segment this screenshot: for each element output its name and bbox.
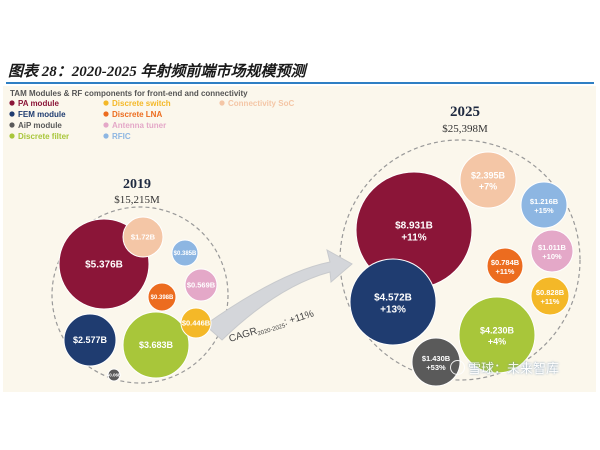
bubble-growth-2025-discrete-switch: +11%: [541, 297, 560, 306]
watermark-text: 雪球：未来智库: [468, 361, 560, 376]
bubble-label-2025-antenna-tuner: $1.011B: [538, 243, 567, 252]
bubble-growth-2025-connectivity-soc: +7%: [479, 181, 497, 191]
bubble-label-2025-discrete-switch: $0.828B: [536, 288, 565, 297]
bubble-growth-2025-discrete-lna: +11%: [496, 267, 515, 276]
bubble-label-2019-antenna-tuner: $0.569B: [187, 281, 216, 290]
legend-label-discrete-lna: Discrete LNA: [112, 110, 162, 119]
snowball-icon: [450, 360, 465, 375]
bubble-growth-2025-discrete-filter: +4%: [488, 336, 506, 346]
bubble-label-2025-rfic: $1.216B: [530, 197, 559, 206]
bubble-2025-rfic: [520, 181, 568, 229]
legend-swatch-discrete-lna: [103, 111, 109, 117]
chart-title: TAM Modules & RF components for front-en…: [10, 89, 248, 98]
bubble-2019-connectivity-soc: [122, 216, 164, 258]
growth-arrow: [204, 248, 353, 341]
bubble-growth-2025-pa-module: +11%: [401, 233, 426, 244]
bubble-growth-2025-aip-module: +53%: [426, 363, 446, 372]
legend-swatch-discrete-switch: [103, 100, 109, 106]
legend-label-rfic: RFIC: [112, 132, 131, 141]
legend-label-connectivity-soc: Connectivity SoC: [228, 99, 294, 108]
bubble-label-2025-fem-module: $4.572B: [374, 293, 412, 304]
bubble-label-2019-aip-module: $0.06B: [107, 373, 122, 378]
bubble-2025-fem-module: [349, 258, 437, 346]
bubble-label-2019-discrete-filter: $3.683B: [139, 340, 174, 350]
figure-title: 图表 28：2020-2025 年射频前端市场规模预测: [8, 64, 306, 80]
year-2019: 2019: [123, 177, 151, 192]
legend-label-pa-module: PA module: [18, 99, 59, 108]
watermark: 雪球：未来智库: [450, 358, 559, 377]
bubble-label-2025-discrete-lna: $0.784B: [491, 258, 520, 267]
legend-label-discrete-switch: Discrete switch: [112, 99, 171, 108]
bubble-growth-2025-rfic: +15%: [534, 206, 554, 215]
bubble-label-2025-connectivity-soc: $2.395B: [471, 171, 506, 181]
total-2025: $25,398M: [442, 123, 488, 135]
bubble-2019-antenna-tuner: [184, 268, 218, 302]
bubble-label-2025-discrete-filter: $4.230B: [480, 326, 515, 336]
legend-label-discrete-filter: Discrete filter: [18, 132, 69, 141]
bubble-label-2019-discrete-lna: $0.398B: [151, 295, 174, 301]
legend-swatch-discrete-filter: [9, 133, 15, 139]
legend-swatch-antenna-tuner: [103, 122, 109, 128]
total-2019: $15,215M: [114, 194, 160, 206]
bubble-2019-aip-module: [107, 368, 121, 382]
group-outline-2019: [51, 206, 229, 384]
bubble-label-2019-fem-module: $2.577B: [73, 335, 108, 345]
bubble-growth-2025-fem-module: +13%: [380, 305, 406, 316]
bubble-2025-discrete-switch: [530, 276, 570, 316]
bubble-2025-antenna-tuner: [530, 229, 574, 273]
bubble-2019-discrete-filter: [122, 311, 190, 379]
bubble-label-2019-connectivity-soc: $1.72B: [131, 233, 156, 242]
legend-swatch-pa-module: [9, 100, 15, 106]
bubble-label-2019-pa-module: $5.376B: [85, 260, 123, 271]
bubble-2019-rfic: [171, 239, 199, 267]
bubble-label-2025-pa-module: $8.931B: [395, 221, 433, 232]
bubble-label-2019-rfic: $0.385B: [174, 251, 197, 257]
bubble-growth-2025-antenna-tuner: +10%: [542, 252, 562, 261]
bubble-2019-discrete-switch: [180, 307, 212, 339]
bubble-2019-fem-module: [63, 313, 117, 367]
bubble-label-2019-discrete-switch: $0.446B: [182, 319, 211, 328]
bubble-2025-connectivity-soc: [459, 151, 517, 209]
bubble-2025-discrete-lna: [486, 247, 524, 285]
bubble-2025-discrete-filter: [458, 296, 536, 374]
legend: PA module FEM module AiP module Discrete fi…: [9, 99, 294, 141]
legend-label-aip-module: AiP module: [18, 121, 62, 130]
bubble-2019-discrete-lna: [147, 282, 177, 312]
bubbles-2019: $5.376B $3.683B $2.577B $1.72B $0.569B $0.446…: [58, 216, 218, 382]
year-2025: 2025: [450, 104, 480, 120]
legend-swatch-fem-module: [9, 111, 15, 117]
bubble-label-2025-aip-module: $1.430B: [422, 354, 451, 363]
legend-swatch-rfic: [103, 133, 109, 139]
legend-swatch-connectivity-soc: [219, 100, 225, 106]
legend-label-antenna-tuner: Antenna tuner: [112, 121, 166, 130]
legend-swatch-aip-module: [9, 122, 15, 128]
group-outline-2025: [339, 139, 581, 381]
title-rule: [6, 82, 594, 84]
bubbles-2025: $8.931B+11%$4.572B+13%$4.230B+4%$2.395B+…: [349, 151, 574, 387]
legend-label-fem-module: FEM module: [18, 110, 66, 119]
